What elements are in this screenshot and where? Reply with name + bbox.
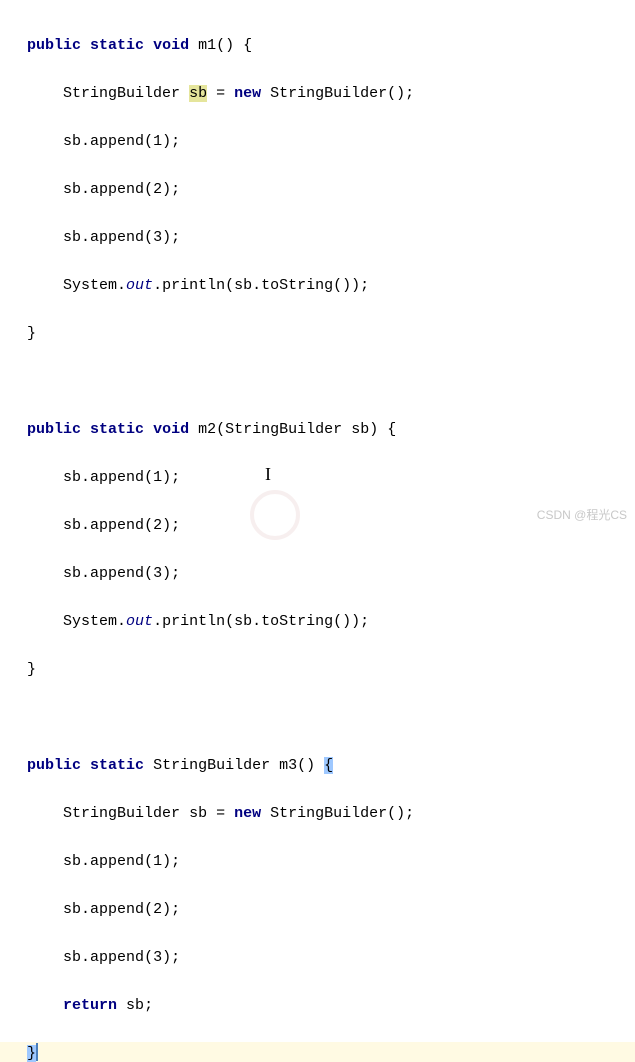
code-editor[interactable]: public static void m1() { StringBuilder … xyxy=(0,10,635,1062)
code-line: sb.append(1); xyxy=(0,850,635,874)
keyword-public: public xyxy=(27,37,81,54)
static-field: out xyxy=(126,277,153,294)
code-line: sb.append(3); xyxy=(0,562,635,586)
code-line: sb.append(1); xyxy=(0,130,635,154)
code-line: sb.append(1); xyxy=(0,466,635,490)
code-line: } xyxy=(0,658,635,682)
method-name: m2 xyxy=(198,421,216,438)
code-line: sb.append(3); xyxy=(0,226,635,250)
brace-highlight: } xyxy=(27,1045,36,1062)
code-line xyxy=(0,370,635,394)
code-line xyxy=(0,706,635,730)
code-line: return sb; xyxy=(0,994,635,1018)
keyword-static: static xyxy=(90,37,144,54)
method-name: m1 xyxy=(198,37,216,54)
code-line: sb.append(2); xyxy=(0,178,635,202)
brace-highlight: { xyxy=(324,757,333,774)
var-highlight: sb xyxy=(189,85,207,102)
code-line: public static void m2(StringBuilder sb) … xyxy=(0,418,635,442)
keyword-new: new xyxy=(234,85,261,102)
code-line: StringBuilder sb = new StringBuilder(); xyxy=(0,802,635,826)
text-cursor xyxy=(36,1043,38,1061)
watermark-text: CSDN @程光CS xyxy=(537,506,627,525)
code-line: System.out.println(sb.toString()); xyxy=(0,610,635,634)
keyword-void: void xyxy=(153,37,189,54)
method-name: m3 xyxy=(279,757,297,774)
code-line: sb.append(2); xyxy=(0,898,635,922)
code-line: } xyxy=(0,322,635,346)
type-name: StringBuilder xyxy=(63,85,180,102)
keyword-return: return xyxy=(63,997,117,1014)
code-line: sb.append(3); xyxy=(0,946,635,970)
code-line: public static void m1() { xyxy=(0,34,635,58)
code-line: StringBuilder sb = new StringBuilder(); xyxy=(0,82,635,106)
code-line: public static StringBuilder m3() { xyxy=(0,754,635,778)
code-line-active: } xyxy=(0,1042,635,1062)
code-line: System.out.println(sb.toString()); xyxy=(0,274,635,298)
